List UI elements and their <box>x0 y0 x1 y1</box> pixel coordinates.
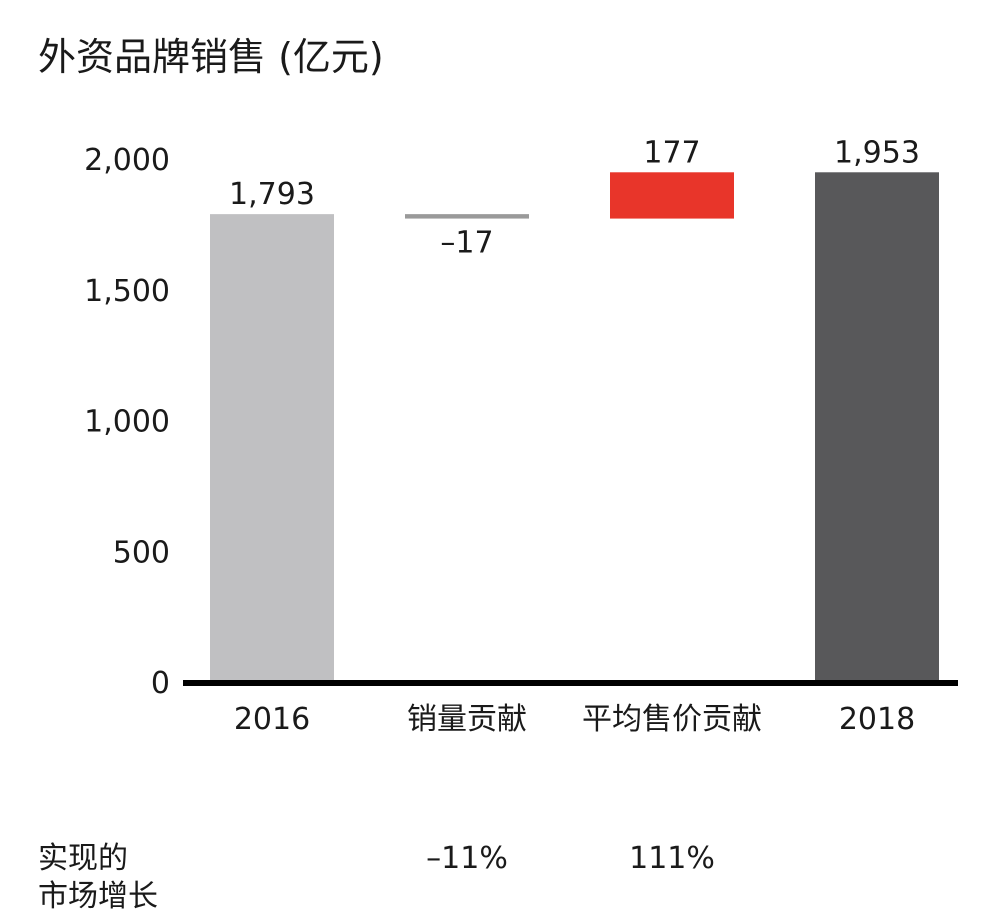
waterfall-chart: 0 500 1,000 1,500 2,000 1,793 –17 177 1,953 201… <box>84 135 958 737</box>
y-tick-label: 1,500 <box>84 274 170 309</box>
bar-1 <box>210 214 334 683</box>
y-axis-ticks: 0 500 1,000 1,500 2,000 <box>84 143 170 701</box>
y-tick-label: 1,000 <box>84 405 170 440</box>
y-tick-label: 2,000 <box>84 143 170 178</box>
bar-value-labels: 1,793 –17 177 1,953 <box>229 135 920 260</box>
footer-value: 111% <box>629 841 715 876</box>
bar-value-label: 1,953 <box>834 135 920 170</box>
bar-4 <box>815 172 939 683</box>
bar-3 <box>610 172 734 219</box>
y-tick-label: 0 <box>151 666 170 701</box>
footer-label-line1: 实现的 <box>38 841 128 876</box>
x-axis-labels: 2016 销量贡献 平均售价贡献 2018 <box>234 702 915 737</box>
footer-value: –11% <box>426 841 508 876</box>
chart-bars <box>210 172 939 683</box>
bar-2 <box>405 214 529 219</box>
bar-value-label: 177 <box>643 135 700 170</box>
chart-title: 外资品牌销售 (亿元) <box>38 35 384 79</box>
x-tick-label: 2016 <box>234 702 310 737</box>
bar-value-label: 1,793 <box>229 177 315 212</box>
bar-value-label: –17 <box>440 226 493 261</box>
x-tick-label: 平均售价贡献 <box>582 702 762 737</box>
footer-label-line2: 市场增长 <box>38 879 158 914</box>
x-tick-label: 销量贡献 <box>407 702 527 737</box>
y-tick-label: 500 <box>113 535 170 570</box>
x-tick-label: 2018 <box>839 702 915 737</box>
